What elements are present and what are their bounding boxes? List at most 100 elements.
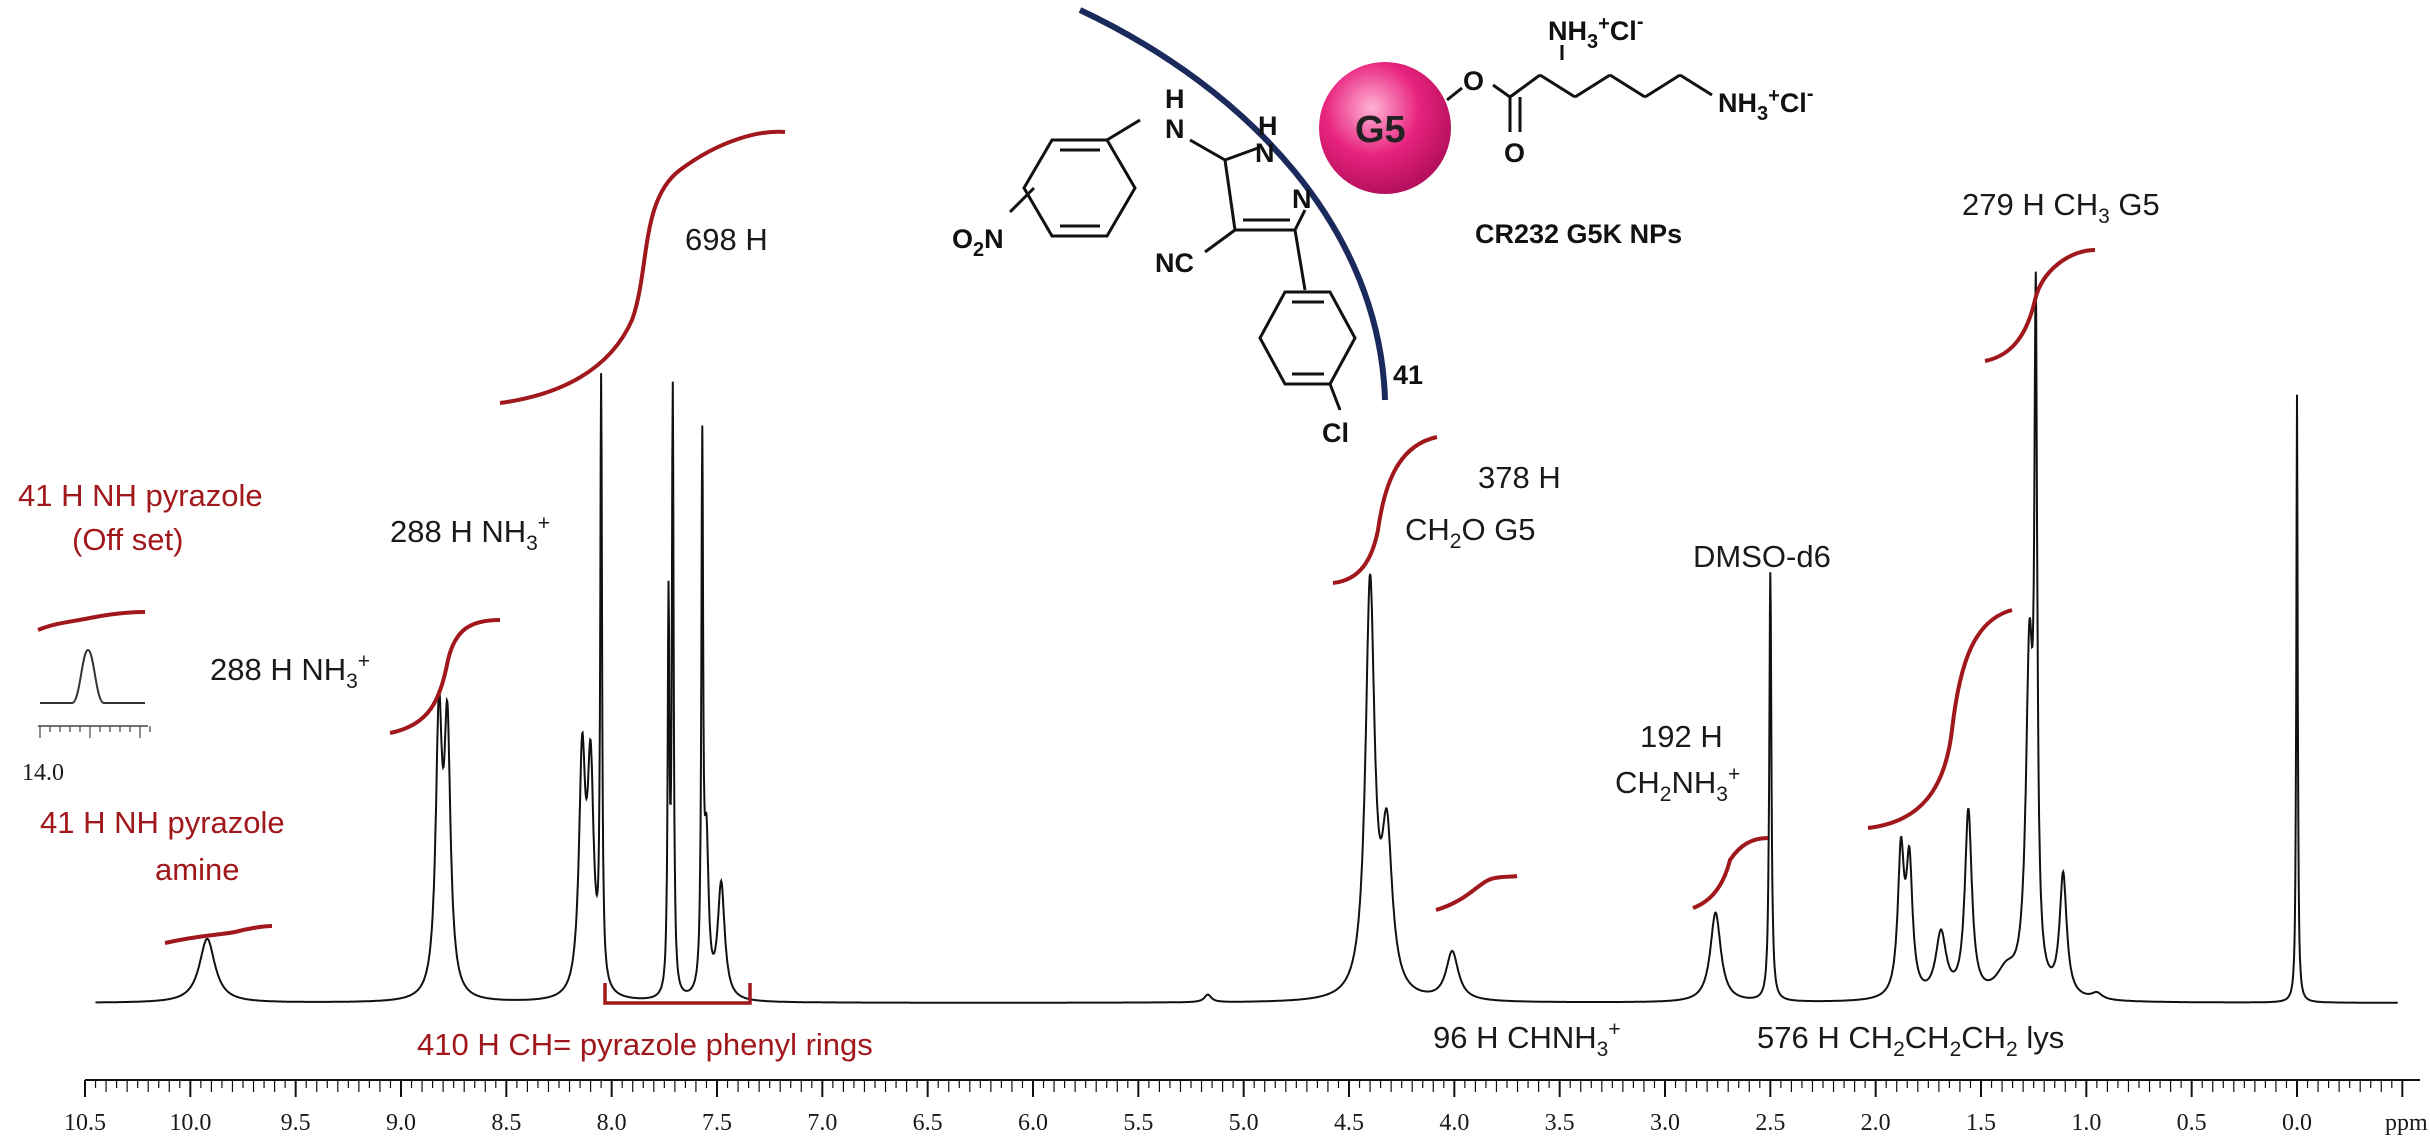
integral-curves xyxy=(37,129,2096,1005)
tick-label: 8.0 xyxy=(597,1110,627,1136)
chlorophenyl-ring xyxy=(1258,290,1357,411)
integral-nh-amine xyxy=(164,924,273,945)
amine-h: H xyxy=(1165,84,1185,114)
pyrazole-nh: N xyxy=(1255,138,1275,168)
spectrum-trace xyxy=(95,271,2398,1004)
label-576-s1: 2 xyxy=(1893,1038,1905,1061)
epsilon-amine-minus: - xyxy=(1807,83,1814,105)
ester-o-double: O xyxy=(1504,138,1525,168)
label-576-s2: 2 xyxy=(1950,1038,1962,1061)
label-192-sup: + xyxy=(1728,763,1740,786)
ppm-axis: 10.5 10.0 9.5 9.0 8.5 8.0 7.5 7.0 6.5 6.0 5.5 5.0 4.… xyxy=(64,1079,2428,1136)
label-nh3-b: 288 H NH3+ xyxy=(390,512,550,555)
tick-label: 8.5 xyxy=(491,1110,521,1136)
repeat-count: 41 xyxy=(1393,360,1423,390)
minor-ticks xyxy=(84,1080,2404,1097)
epsilon-amine-cl: Cl xyxy=(1780,88,1807,118)
amine-n: N xyxy=(1165,114,1185,144)
nitro-o: O xyxy=(952,224,973,254)
nitro-n: N xyxy=(984,224,1004,254)
label-96-text: 96 H CHNH xyxy=(1433,1020,1597,1055)
alpha-amine-minus: - xyxy=(1637,11,1644,33)
tick-label: 6.5 xyxy=(913,1110,943,1136)
pyrazole-ring xyxy=(1189,138,1307,291)
label-nh3-a-sup: + xyxy=(358,650,370,673)
g5-sphere xyxy=(1319,62,1451,194)
inset-tick-label: 14.0 xyxy=(22,760,64,786)
alpha-amine-plus: + xyxy=(1598,13,1610,35)
label-96-sub: 3 xyxy=(1597,1038,1609,1061)
label-378-2: CH2O G5 xyxy=(1405,512,1536,553)
label-nh-offset-2: (Off set) xyxy=(72,522,183,557)
tick-label: 10.5 xyxy=(64,1110,106,1136)
label-576: 576 H CH2CH2CH2 lys xyxy=(1757,1020,2064,1061)
integral-192 xyxy=(1692,836,1769,910)
label-192-sub3: 3 xyxy=(1716,783,1728,806)
label-576-d: lys xyxy=(2018,1020,2065,1055)
tick-label: 10.0 xyxy=(169,1110,211,1136)
label-279-b: G5 xyxy=(2110,187,2160,222)
tick-label: 5.0 xyxy=(1229,1110,1259,1136)
offset-inset: 14.0 xyxy=(22,648,151,786)
label-279: 279 H CH3 G5 xyxy=(1962,187,2160,228)
integral-378 xyxy=(1332,435,1438,585)
label-96-sup: + xyxy=(1608,1018,1620,1041)
label-378-sub: 2 xyxy=(1450,530,1462,553)
tick-label: 7.0 xyxy=(807,1110,837,1136)
label-192-1: 192 H xyxy=(1640,719,1723,754)
label-dmso: DMSO-d6 xyxy=(1693,539,1831,574)
label-576-b: CH xyxy=(1905,1020,1950,1055)
alpha-amine-nh: NH xyxy=(1548,16,1587,46)
label-nh3-a-text: 288 H NH xyxy=(210,652,346,687)
label-nh-amine-1: 41 H NH pyrazole xyxy=(40,805,285,840)
np-name-label: CR232 G5K NPs xyxy=(1475,219,1682,249)
pyrazole-nh-h: H xyxy=(1258,111,1278,141)
integral-inset xyxy=(37,610,146,632)
axis-unit-label: ppm xyxy=(2385,1110,2428,1136)
label-nh3-a-sub: 3 xyxy=(346,670,358,693)
tick-label: 2.0 xyxy=(1861,1110,1891,1136)
bracket-410 xyxy=(603,983,752,1005)
label-nh3-b-text: 288 H NH xyxy=(390,514,526,549)
label-576-c: CH xyxy=(1961,1020,2006,1055)
label-nh-amine-2: amine xyxy=(155,852,239,887)
label-nh3-b-sup: + xyxy=(538,512,550,535)
tick-label: 0.0 xyxy=(2282,1110,2312,1136)
pyrazole-n: N xyxy=(1292,184,1312,214)
alpha-amine: NH3+Cl- xyxy=(1548,11,1643,53)
tick-label: 9.5 xyxy=(281,1110,311,1136)
label-279-a: 279 H CH xyxy=(1962,187,2098,222)
nitro-sub: 2 xyxy=(973,239,984,261)
chloro-cl: Cl xyxy=(1322,418,1349,448)
tick-label: 1.0 xyxy=(2071,1110,2101,1136)
label-378-ch: CH xyxy=(1405,512,1450,547)
epsilon-amine-3: 3 xyxy=(1757,103,1768,125)
label-378-1: 378 H xyxy=(1478,460,1561,495)
tick-label: 6.0 xyxy=(1018,1110,1048,1136)
label-192-nh: NH xyxy=(1671,765,1716,800)
chemical-structure: 41 G5 O O NH3+Cl- NH3+Cl- CR232 G5K NPs xyxy=(952,7,1814,448)
alpha-amine-cl: Cl xyxy=(1610,16,1637,46)
tick-label: 7.5 xyxy=(702,1110,732,1136)
label-nh3-b-sub: 3 xyxy=(526,532,538,555)
nanoparticle-arc xyxy=(1078,7,1388,401)
tick-label: 4.5 xyxy=(1334,1110,1364,1136)
nitrile-group: NC xyxy=(1155,248,1194,278)
ester-o-single: O xyxy=(1463,66,1484,96)
label-576-a: 576 H CH xyxy=(1757,1020,1893,1055)
epsilon-amine-nh: NH xyxy=(1718,88,1757,118)
inset-peak xyxy=(40,648,145,704)
label-96: 96 H CHNH3+ xyxy=(1433,1018,1621,1061)
integral-576 xyxy=(1867,608,2013,830)
alpha-amine-3: 3 xyxy=(1587,31,1598,53)
label-192-ch: CH xyxy=(1615,765,1660,800)
label-nh3-a: 288 H NH3+ xyxy=(210,650,370,693)
tick-label: 2.5 xyxy=(1755,1110,1785,1136)
nitrophenyl-ring xyxy=(1008,118,1141,238)
integral-279 xyxy=(1984,248,2096,363)
label-410: 410 H CH= pyrazole phenyl rings xyxy=(417,1027,873,1062)
tick-label: 0.5 xyxy=(2177,1110,2207,1136)
tick-label: 3.5 xyxy=(1545,1110,1575,1136)
tick-labels: 10.5 10.0 9.5 9.0 8.5 8.0 7.5 7.0 6.5 6.0 5.5 5.0 4.… xyxy=(64,1110,2312,1136)
